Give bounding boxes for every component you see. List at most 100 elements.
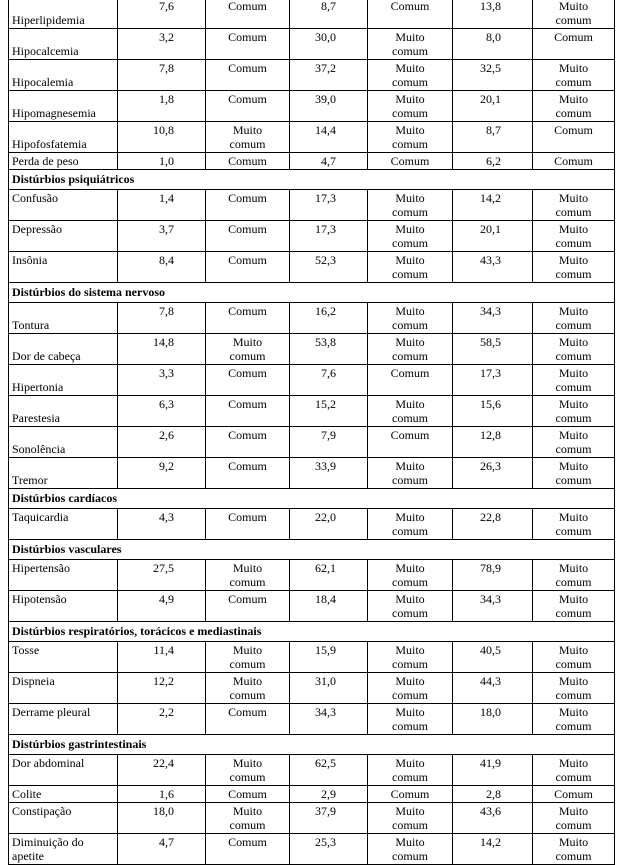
- percentage-cell: 13,8: [452, 0, 533, 29]
- frequency-cell: Muito comum: [367, 703, 453, 735]
- frequency-cell: Comum: [532, 121, 615, 153]
- table-row: Hipocalcemia 3,2 Comum 30,0 Muito comum 8,0 Co…: [8, 28, 615, 60]
- row-label: Confusão: [8, 189, 118, 221]
- percentage-cell: 44,3: [452, 672, 533, 704]
- table-row: Tremor 9,2 Comum 33,9 Muito comum 26,3 Muito c…: [8, 457, 615, 489]
- frequency-cell: Comum: [205, 90, 290, 122]
- frequency-text: Comum: [228, 787, 267, 801]
- percentage-cell: 1,0: [117, 152, 206, 170]
- frequency-text: Muito comum: [555, 592, 592, 620]
- percentage-cell: 53,8: [289, 333, 368, 365]
- frequency-cell: Comum: [205, 785, 290, 803]
- percentage-cell: 34,3: [289, 703, 368, 735]
- percentage-cell: 40,5: [452, 641, 533, 673]
- percentage-cell: 22,0: [289, 508, 368, 540]
- frequency-cell: Muito comum: [205, 754, 290, 786]
- table-row: Distúrbios gastrintestinais: [8, 734, 615, 755]
- percentage-cell: 2,2: [117, 703, 206, 735]
- percentage-cell: 4,7: [289, 152, 368, 170]
- row-label: Hipotensão: [8, 590, 118, 622]
- frequency-cell: Comum: [367, 426, 453, 458]
- frequency-text: Muito comum: [229, 335, 266, 363]
- percentage-cell: 14,8: [117, 333, 206, 365]
- frequency-text: Muito comum: [555, 61, 592, 89]
- frequency-text: Comum: [390, 154, 430, 168]
- frequency-text: Muito comum: [555, 510, 592, 538]
- percentage-cell: 8,7: [289, 0, 368, 29]
- percentage-cell: 18,0: [452, 703, 533, 735]
- percentage-cell: 1,4: [117, 189, 206, 221]
- section-heading: Distúrbios do sistema nervoso: [8, 282, 615, 303]
- percentage-cell: 3,7: [117, 220, 206, 252]
- frequency-text: Muito comum: [555, 705, 592, 733]
- frequency-cell: Muito comum: [205, 559, 290, 591]
- percentage-cell: 14,2: [452, 833, 533, 865]
- frequency-cell: Comum: [205, 189, 290, 221]
- table-row: Hipocalemia 7,8 Comum 37,2 Muito comum 32,5 Mu…: [8, 59, 615, 91]
- percentage-cell: 43,6: [452, 802, 533, 834]
- table-row: Hipotensão 4,9 Comum 18,4 Muito comum 34,3 Mui…: [8, 590, 615, 622]
- frequency-cell: Comum: [367, 152, 453, 170]
- section-heading: Distúrbios gastrintestinais: [8, 734, 615, 755]
- frequency-cell: Muito comum: [367, 302, 453, 334]
- frequency-cell: Muito comum: [367, 457, 453, 489]
- row-label: Hipomagnesemia: [8, 90, 118, 122]
- table-row: Colite 1,6 Comum 2,9 Comum 2,8 Comum: [8, 785, 615, 803]
- frequency-cell: Muito comum: [532, 302, 615, 334]
- frequency-text: Muito comum: [392, 561, 428, 589]
- frequency-cell: Muito comum: [205, 672, 290, 704]
- frequency-cell: Comum: [205, 703, 290, 735]
- frequency-cell: Muito comum: [532, 220, 615, 252]
- frequency-text: Comum: [228, 0, 267, 13]
- percentage-cell: 3,3: [117, 364, 206, 396]
- row-label: Hipocalcemia: [8, 28, 118, 60]
- frequency-text: Comum: [554, 30, 593, 44]
- table-row: Dor abdominal 22,4 Muito comum 62,5 Muito co…: [8, 754, 615, 786]
- frequency-cell: Muito comum: [367, 641, 453, 673]
- frequency-cell: Muito comum: [205, 333, 290, 365]
- percentage-cell: 6,3: [117, 395, 206, 427]
- frequency-text: Muito comum: [555, 191, 592, 219]
- frequency-cell: Muito comum: [532, 833, 615, 865]
- frequency-text: Comum: [228, 61, 267, 75]
- percentage-cell: 62,1: [289, 559, 368, 591]
- frequency-cell: Muito comum: [367, 559, 453, 591]
- frequency-cell: Comum: [205, 457, 290, 489]
- frequency-cell: Muito comum: [532, 559, 615, 591]
- frequency-text: Muito comum: [392, 335, 428, 363]
- frequency-cell: Muito comum: [532, 672, 615, 704]
- frequency-cell: Muito comum: [367, 220, 453, 252]
- frequency-text: Comum: [228, 366, 267, 380]
- percentage-cell: 15,2: [289, 395, 368, 427]
- frequency-cell: Comum: [205, 220, 290, 252]
- frequency-cell: Muito comum: [532, 754, 615, 786]
- section-heading: Distúrbios cardíacos: [8, 488, 615, 509]
- frequency-text: Muito comum: [392, 459, 428, 487]
- frequency-cell: Muito comum: [532, 395, 615, 427]
- frequency-text: Muito comum: [229, 561, 266, 589]
- frequency-cell: Muito comum: [532, 508, 615, 540]
- table-row: Distúrbios psiquiátricos: [8, 169, 615, 190]
- percentage-cell: 4,9: [117, 590, 206, 622]
- percentage-cell: 34,3: [452, 302, 533, 334]
- frequency-text: Muito comum: [555, 561, 592, 589]
- percentage-cell: 10,8: [117, 121, 206, 153]
- frequency-text: Muito comum: [392, 835, 428, 863]
- frequency-text: Muito comum: [555, 0, 592, 27]
- frequency-text: Comum: [228, 191, 267, 205]
- section-heading: Distúrbios psiquiátricos: [8, 169, 615, 190]
- table-row: Taquicardia 4,3 Comum 22,0 Muito comum 22,8 Mu…: [8, 508, 615, 540]
- percentage-cell: 43,3: [452, 251, 533, 283]
- frequency-text: Comum: [228, 304, 267, 318]
- percentage-cell: 37,9: [289, 802, 368, 834]
- frequency-cell: Muito comum: [532, 641, 615, 673]
- table-row: Hipofosfatemia 10,8 Muito comum 14,4 Muito c…: [8, 121, 615, 153]
- frequency-text: Muito comum: [392, 756, 428, 784]
- row-label: Tremor: [8, 457, 118, 489]
- frequency-text: Muito comum: [392, 61, 428, 89]
- percentage-cell: 31,0: [289, 672, 368, 704]
- frequency-text: Muito comum: [229, 756, 266, 784]
- percentage-cell: 7,8: [117, 302, 206, 334]
- percentage-cell: 22,4: [117, 754, 206, 786]
